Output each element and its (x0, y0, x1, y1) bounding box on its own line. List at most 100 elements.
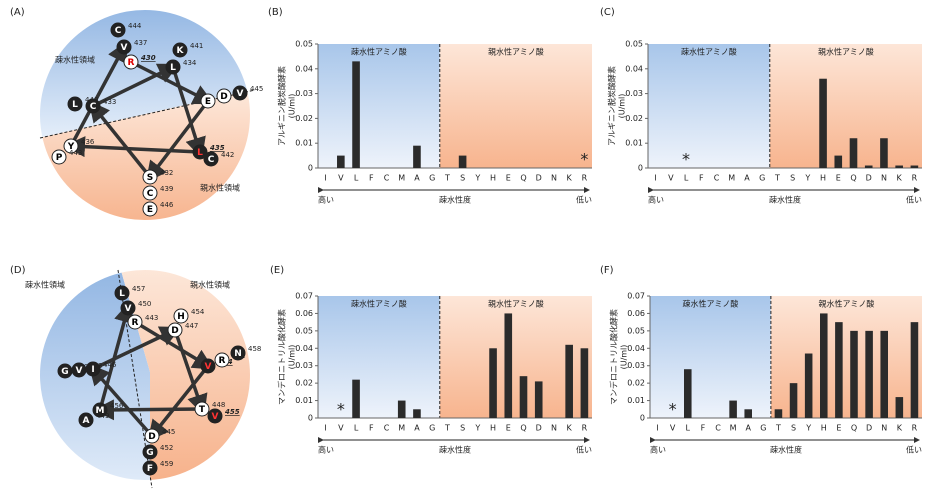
region-label: 親水性アミノ酸 (488, 47, 544, 57)
region-label: 疎水性領域 (25, 280, 65, 290)
region-label: 親水性領域 (200, 183, 240, 193)
bar (850, 330, 858, 418)
bar (458, 155, 467, 168)
x-tick-label: L (686, 424, 691, 433)
bar (413, 145, 421, 168)
bar (835, 322, 843, 418)
residue-number: 436 (81, 138, 95, 146)
residue-number: 455 (225, 408, 240, 416)
y-tick-label: 0.01 (627, 396, 645, 405)
residue-number: 443 (145, 314, 158, 322)
x-tick-label: R (582, 174, 588, 183)
bar (865, 330, 873, 418)
x-tick-label: S (790, 174, 795, 183)
x-tick-label: L (354, 424, 359, 433)
annotation: * (337, 400, 345, 419)
residue (172, 42, 188, 58)
residue (194, 401, 210, 417)
y-tick-label: 0.02 (625, 114, 643, 123)
y-tick-label: 0 (308, 414, 313, 423)
residue (192, 144, 208, 160)
region-divider (39, 89, 256, 139)
x-tick-label: K (897, 424, 903, 433)
y-tick-label: 0 (308, 164, 313, 173)
x-tick-label: T (444, 424, 450, 433)
x-tick-label: Y (805, 424, 811, 433)
x-tick-label: G (759, 174, 765, 183)
x-tick-label: D (536, 424, 542, 433)
helix-arrow (69, 40, 128, 147)
x-tick-label: M (398, 174, 405, 183)
residue (85, 98, 101, 114)
x-tick-label: F (369, 424, 374, 433)
helix-arrow (92, 63, 180, 108)
x-tick-label: R (582, 424, 588, 433)
x-tick-label: K (567, 174, 573, 183)
y-tick-label: 0.04 (295, 64, 313, 73)
residue (200, 358, 216, 374)
x-tick-label: L (354, 174, 359, 183)
x-tick-label: V (668, 174, 674, 183)
residue (142, 185, 158, 201)
residue-number: 432 (160, 169, 173, 177)
residue-letter: H (177, 312, 185, 322)
x-axis-label: 疎水性度 (769, 195, 801, 205)
x-tick-label: G (429, 424, 435, 433)
residue-letter: E (147, 205, 153, 215)
residue-letter: C (90, 102, 97, 112)
bar (352, 379, 360, 418)
bar (819, 78, 827, 168)
bar (534, 381, 543, 418)
bar (684, 369, 692, 418)
x-tick-label: C (714, 174, 720, 183)
y-tick-label: 0.03 (295, 89, 313, 98)
residue-letter: C (208, 155, 215, 165)
x-tick-label: F (369, 174, 374, 183)
residue-number: 446 (103, 361, 117, 369)
residue-number: 435 (210, 144, 225, 152)
y-tick-label: 0.05 (295, 326, 313, 335)
residue-letter: K (177, 46, 185, 56)
residue-number: 456 (110, 402, 124, 410)
residue-number: 437 (134, 39, 147, 47)
y-tick-label: 0.04 (625, 64, 643, 73)
x-tick-label: E (836, 424, 841, 433)
x-tick-label: L (684, 174, 689, 183)
bar (337, 155, 345, 168)
residue-letter: V (237, 89, 244, 99)
residue-letter: T (199, 405, 206, 415)
x-axis-left-label: 高い (650, 445, 666, 455)
x-tick-label: N (551, 424, 557, 433)
residue-number: 441 (190, 42, 203, 50)
residue (51, 149, 67, 165)
residue (207, 408, 223, 424)
x-tick-label: D (536, 174, 542, 183)
y-tick-label: 0.01 (295, 139, 313, 148)
y-axis-label: (U/ml) (288, 345, 297, 370)
annotation: * (682, 150, 690, 169)
x-tick-label: H (821, 424, 827, 433)
residue-letter: R (132, 318, 139, 328)
residue-letter: N (234, 349, 242, 359)
x-tick-label: D (866, 174, 872, 183)
residue-letter: V (76, 366, 83, 376)
region-band (650, 296, 771, 418)
x-axis-label: 疎水性度 (770, 445, 802, 455)
residue (167, 322, 183, 338)
panel-label: (D) (10, 265, 26, 276)
y-axis-label: (U/ml) (288, 94, 297, 119)
x-tick-label: E (506, 174, 511, 183)
x-tick-label: C (384, 174, 390, 183)
y-tick-label: 0 (638, 164, 643, 173)
residue (116, 39, 132, 55)
residue (216, 88, 232, 104)
y-tick-label: 0.06 (627, 309, 645, 318)
y-tick-label: 0.03 (295, 361, 313, 370)
x-tick-label: Q (520, 174, 526, 183)
residue-number: 443 (69, 149, 82, 157)
y-tick-label: 0.01 (625, 139, 643, 148)
helix-arrow (147, 364, 210, 442)
bar (880, 330, 888, 418)
y-tick-label: 0.03 (625, 89, 643, 98)
panel-label: (C) (600, 7, 615, 18)
